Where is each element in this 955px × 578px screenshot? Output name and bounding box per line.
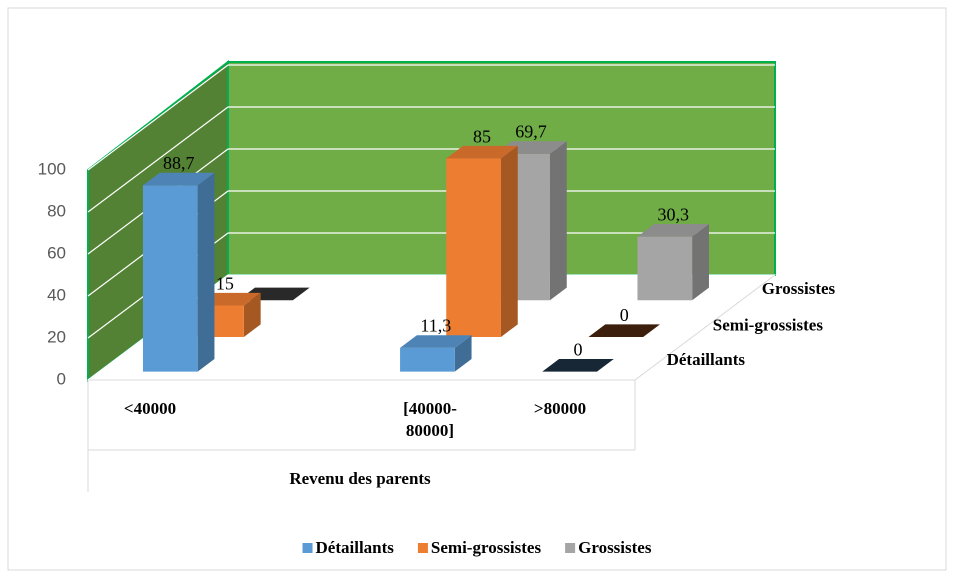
bar-side [692, 223, 709, 301]
data-label: 69,7 [515, 122, 547, 142]
grid-line [87, 106, 229, 213]
bar-side [197, 172, 215, 372]
data-label: 88,7 [163, 153, 195, 173]
bar-front [446, 158, 501, 337]
legend: Détaillants Semi-grossistes Grossistes [302, 538, 652, 557]
bar [588, 324, 660, 337]
data-label: 85 [473, 126, 491, 146]
grid-line [87, 64, 229, 171]
bar [142, 172, 215, 372]
y-tick-label: 0 [57, 369, 66, 388]
bar-side [549, 141, 567, 301]
legend-swatch [302, 543, 313, 553]
y-tick-label: 20 [47, 327, 66, 346]
series-axis-label: Semi-grossistes [713, 316, 824, 335]
bar-side [243, 292, 261, 337]
x-tick-label: <40000 [123, 399, 177, 418]
data-label: 11,3 [420, 316, 451, 336]
data-label: 0 [620, 305, 629, 325]
legend-label: Semi-grossistes [431, 538, 542, 557]
series-axis-label: Grossistes [762, 279, 836, 298]
x-tick-label: [40000-80000] [403, 399, 457, 440]
series-axis-label: Détaillants [667, 350, 746, 369]
bar-top [446, 145, 518, 159]
bar-side [500, 145, 518, 337]
x-tick-label: >80000 [533, 399, 587, 418]
bar-top [588, 324, 660, 337]
data-label: 0 [574, 339, 583, 359]
y-tick-label: 60 [47, 243, 66, 262]
bar-front [142, 185, 198, 372]
bar-front [637, 236, 693, 301]
bar-side [454, 335, 472, 372]
bar [542, 359, 614, 372]
legend-swatch [417, 543, 428, 553]
y-tick-label: 40 [47, 285, 66, 304]
bar [446, 145, 518, 337]
bar-front [400, 347, 455, 372]
data-label: 30,3 [657, 204, 689, 224]
legend-swatch [565, 543, 576, 553]
bar-top [142, 172, 215, 186]
bar [637, 223, 709, 301]
bar [400, 335, 472, 372]
legend-label: Détaillants [316, 538, 395, 557]
bar-top [542, 359, 614, 372]
y-tick-label: 100 [38, 159, 66, 178]
x-axis-title: Revenu des parents [289, 469, 431, 488]
bar-top [637, 223, 709, 237]
legend-label: Grossistes [578, 538, 652, 557]
y-tick-label: 80 [47, 201, 66, 220]
data-label: 15 [216, 273, 234, 293]
bar-top [400, 335, 472, 348]
